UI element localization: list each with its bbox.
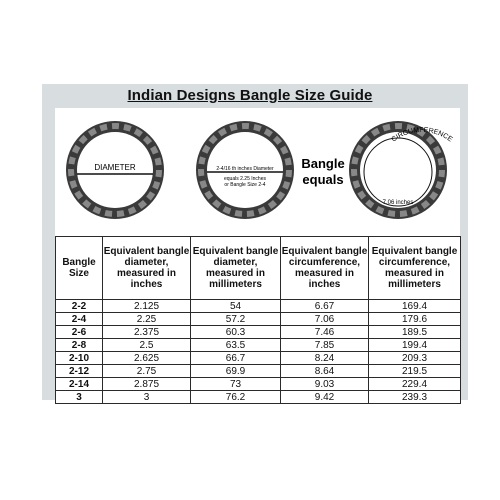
table-row: 2-14 2.875 73 9.03 229.4	[55, 377, 461, 391]
cell: 3	[102, 390, 191, 404]
table-row: 3 3 76.2 9.42 239.3	[55, 390, 461, 404]
equals-line1: Bangle	[301, 156, 344, 171]
bangle-note-diagram: 2-4/16 th inches Diameter equals 2.25 In…	[196, 121, 294, 219]
size-cell: 2-12	[55, 364, 103, 378]
cell: 7.85	[280, 338, 369, 352]
bangle-ring-pattern	[351, 123, 445, 217]
center-note-line1: 2-4/16 th inches Diameter	[216, 166, 274, 172]
table-row: 2-6 2.375 60.3 7.46 189.5	[55, 325, 461, 339]
cell: 7.46	[280, 325, 369, 339]
bangle-ring-inner	[207, 132, 283, 208]
circumference-value: 7.06 inches	[383, 200, 414, 206]
cell: 209.3	[368, 351, 461, 365]
cell: 2.625	[102, 351, 191, 365]
center-note-line2: equals 2.25 Inches	[224, 176, 266, 182]
bangle-ring-pattern	[68, 123, 162, 217]
center-note-line3: or Bangle Size 2-4	[224, 182, 265, 188]
cell: 8.24	[280, 351, 369, 365]
cell: 63.5	[190, 338, 281, 352]
cell: 199.4	[368, 338, 461, 352]
bangle-diagrams: DIAMETER 2-4/16 th inches Diameter equal…	[66, 121, 454, 219]
cell: 2.375	[102, 325, 191, 339]
size-cell: 2-10	[55, 351, 103, 365]
page-title: Indian Designs Bangle Size Guide	[127, 87, 373, 104]
table-row: 2-2 2.125 54 6.67 169.4	[55, 299, 461, 313]
cell: 73	[190, 377, 281, 391]
size-cell: 2-2	[55, 299, 103, 313]
cell: 2.125	[102, 299, 191, 313]
size-cell: 2-4	[55, 312, 103, 326]
size-cell: 2-14	[55, 377, 103, 391]
size-cell: 2-8	[55, 338, 103, 352]
cell: 66.7	[190, 351, 281, 365]
cell: 2.875	[102, 377, 191, 391]
header-circumference-mm: Equivalent bangle circumference, measured …	[368, 236, 461, 300]
cell: 169.4	[368, 299, 461, 313]
cell: 69.9	[190, 364, 281, 378]
cell: 7.06	[280, 312, 369, 326]
table-row: 2-8 2.5 63.5 7.85 199.4	[55, 338, 461, 352]
cell: 2.75	[102, 364, 191, 378]
bangle-size-table: Bangle Size Equivalent bangle diameter, mea…	[55, 236, 461, 404]
cell: 57.2	[190, 312, 281, 326]
header-diameter-mm: Equivalent bangle diameter, measured in mil…	[190, 236, 281, 300]
size-cell: 2-6	[55, 325, 103, 339]
header-diameter-inches: Equivalent bangle diameter, measured in inc…	[102, 236, 191, 300]
cell: 2.5	[102, 338, 191, 352]
cell: 60.3	[190, 325, 281, 339]
header-circumference-inches: Equivalent bangle circumference, measured …	[280, 236, 369, 300]
cell: 54	[190, 299, 281, 313]
cell: 8.64	[280, 364, 369, 378]
bangle-ring-inner	[360, 132, 436, 208]
bangle-ring-pattern	[198, 123, 292, 217]
table-row: 2-10 2.625 66.7 8.24 209.3	[55, 351, 461, 365]
cell: 9.03	[280, 377, 369, 391]
cell: 189.5	[368, 325, 461, 339]
bangle-diameter-diagram: DIAMETER	[66, 121, 164, 219]
table-header-row: Bangle Size Equivalent bangle diameter, mea…	[55, 236, 461, 300]
size-cell: 3	[55, 390, 103, 404]
cell: 6.67	[280, 299, 369, 313]
table-row: 2-4 2.25 57.2 7.06 179.6	[55, 312, 461, 326]
cell: 229.4	[368, 377, 461, 391]
cell: 179.6	[368, 312, 461, 326]
cell: 2.25	[102, 312, 191, 326]
table-row: 2-12 2.75 69.9 8.64 219.5	[55, 364, 461, 378]
circumference-line	[363, 137, 433, 207]
bangle-circumference-diagram: CIRCUMFERENCE 7.06 inches	[349, 121, 454, 219]
cell: 239.3	[368, 390, 461, 404]
header-bangle-size: Bangle Size	[55, 236, 103, 300]
size-guide-panel: DIAMETER 2-4/16 th inches Diameter equal…	[55, 108, 461, 404]
equals-line2: equals	[302, 172, 343, 187]
cell: 9.42	[280, 390, 369, 404]
cell: 76.2	[190, 390, 281, 404]
cell: 219.5	[368, 364, 461, 378]
diameter-label: DIAMETER	[94, 163, 136, 172]
bangle-ring-inner	[77, 132, 153, 208]
